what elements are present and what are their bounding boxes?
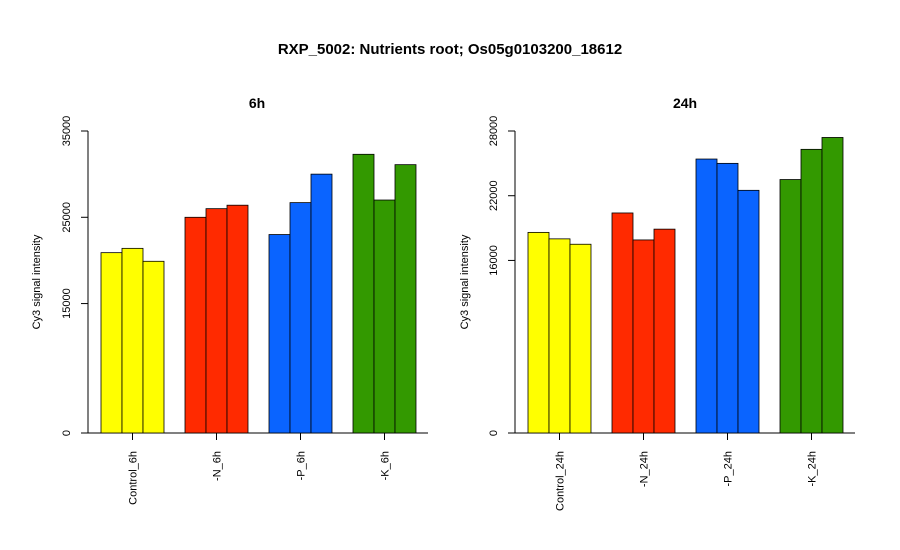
- x-category-label: -K_6h: [380, 451, 392, 480]
- y-tick-label: 16000: [488, 245, 500, 276]
- x-category-label: Control_6h: [128, 451, 140, 505]
- bar: [205, 208, 228, 434]
- x-category-label: -N_24h: [639, 451, 651, 487]
- x-category-label: -P_6h: [296, 451, 308, 480]
- bar: [226, 204, 249, 434]
- bar: [184, 216, 207, 434]
- bar: [352, 153, 375, 434]
- y-axis-label: Cy3 signal intensity: [31, 234, 43, 329]
- bar: [121, 247, 144, 434]
- bar: [527, 231, 550, 434]
- x-category-label: -P_24h: [723, 451, 735, 486]
- bar: [632, 239, 655, 434]
- bar: [310, 173, 333, 434]
- y-tick-label: 28000: [488, 116, 500, 147]
- bar: [289, 202, 312, 434]
- panel-title: 24h: [673, 95, 697, 111]
- bar: [100, 252, 123, 434]
- x-category-label: -K_24h: [807, 451, 819, 486]
- y-tick-label: 0: [61, 430, 73, 436]
- x-category-label: -N_6h: [212, 451, 224, 481]
- chart-main-title: RXP_5002: Nutrients root; Os05g0103200_1…: [278, 41, 622, 58]
- bar: [569, 243, 592, 434]
- y-tick-label: 22000: [488, 180, 500, 211]
- y-tick-label: 0: [488, 430, 500, 436]
- bar: [821, 137, 844, 434]
- y-tick-label: 25000: [61, 202, 73, 233]
- y-tick-label: 15000: [61, 288, 73, 319]
- bar: [142, 260, 165, 434]
- bar: [800, 148, 823, 434]
- y-axis-label: Cy3 signal intensity: [459, 234, 471, 329]
- panel-6h: 6h Cy3 signal intensity 0 15000 25000 35000 Co…: [31, 95, 428, 505]
- y-tick-label: 35000: [61, 116, 73, 147]
- panel-title: 6h: [249, 95, 265, 111]
- panel-24h: 24h Cy3 signal intensity 0 16000 22000 28000 C…: [459, 95, 855, 511]
- bar: [611, 212, 634, 434]
- bar: [268, 234, 291, 434]
- bar: [653, 228, 676, 434]
- bar: [716, 162, 739, 434]
- bar: [394, 164, 417, 434]
- bar: [548, 238, 571, 434]
- bar: [737, 189, 760, 434]
- bar: [779, 179, 802, 434]
- bar: [373, 199, 396, 434]
- x-category-label: Control_24h: [555, 451, 567, 511]
- bar: [695, 158, 718, 434]
